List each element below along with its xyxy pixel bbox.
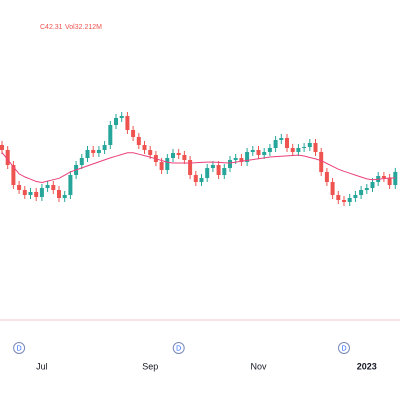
- candle-body: [279, 138, 284, 140]
- candle-body: [210, 165, 215, 168]
- candle-body: [79, 158, 84, 165]
- candle-body: [222, 168, 227, 175]
- candle-body: [381, 176, 386, 178]
- candle-body: [182, 155, 187, 160]
- candle-body: [28, 192, 33, 195]
- candle-body: [114, 118, 118, 125]
- candle-body: [119, 116, 124, 118]
- candle-body: [267, 148, 272, 152]
- event-marker: [13, 342, 26, 354]
- candle-body: [57, 190, 61, 198]
- candle-body: [5, 150, 10, 165]
- candle-body: [0, 145, 4, 150]
- event-marker: [172, 342, 185, 354]
- candle-body: [228, 160, 232, 168]
- candle-body: [290, 148, 295, 152]
- candle-body: [176, 153, 181, 155]
- moving-average: [1, 152, 396, 184]
- candle-body: [262, 152, 267, 155]
- candle-body: [216, 165, 221, 175]
- candle-body: [387, 178, 392, 185]
- event-label: D: [17, 345, 22, 352]
- x-tick-label: Jul: [36, 361, 48, 371]
- candle-body: [256, 150, 261, 155]
- candle-body: [233, 158, 238, 160]
- candle-body: [273, 140, 278, 148]
- candle-body: [370, 182, 375, 188]
- candle-body: [125, 116, 130, 130]
- candle-body: [364, 188, 369, 190]
- candle-body: [22, 190, 27, 195]
- candle-body: [205, 168, 210, 178]
- event-label: D: [341, 345, 346, 352]
- candle-body: [34, 192, 39, 197]
- candle-body: [359, 190, 364, 195]
- candle-body: [347, 198, 352, 202]
- candle-body: [319, 152, 324, 172]
- candle-body: [245, 152, 250, 162]
- candle-body: [159, 162, 164, 170]
- x-tick-label: Nov: [250, 361, 267, 371]
- candle-body: [302, 147, 307, 148]
- candle-body: [131, 130, 136, 137]
- legend-close: C42.31: [40, 24, 63, 31]
- candle-body: [39, 188, 44, 197]
- candle-body: [68, 175, 73, 195]
- candle-body: [296, 148, 301, 152]
- candle-body: [62, 195, 67, 198]
- candle-body: [142, 145, 147, 150]
- candle-body: [342, 200, 346, 202]
- x-tick-label: 2023: [357, 361, 377, 371]
- candle-body: [307, 143, 312, 147]
- candle-body: [17, 185, 22, 190]
- legend-volume: Vol32.212M: [65, 24, 102, 31]
- candle-body: [136, 137, 141, 145]
- candle-body: [239, 158, 244, 162]
- candle-body: [250, 150, 255, 152]
- x-tick-label: Sep: [142, 361, 158, 371]
- candle-body: [324, 172, 329, 182]
- candle-body: [11, 165, 16, 185]
- candle-body: [313, 143, 318, 152]
- candle-body: [165, 158, 170, 170]
- candle-body: [285, 138, 289, 148]
- event-marker: [338, 342, 350, 354]
- candle-body: [336, 195, 341, 200]
- candle-body: [148, 150, 153, 155]
- candle-body: [193, 175, 198, 182]
- candle-body: [102, 145, 107, 150]
- candle-body: [108, 125, 113, 145]
- candle-body: [96, 150, 101, 153]
- candle-body: [199, 178, 204, 182]
- candle-body: [330, 182, 335, 195]
- candle-body: [85, 150, 90, 158]
- candle-body: [91, 150, 96, 153]
- candle-body: [45, 185, 50, 188]
- candle-body: [188, 160, 193, 175]
- event-label: D: [176, 345, 181, 352]
- candle-body: [353, 195, 358, 198]
- candle-body: [171, 153, 175, 158]
- candle-body: [51, 185, 56, 190]
